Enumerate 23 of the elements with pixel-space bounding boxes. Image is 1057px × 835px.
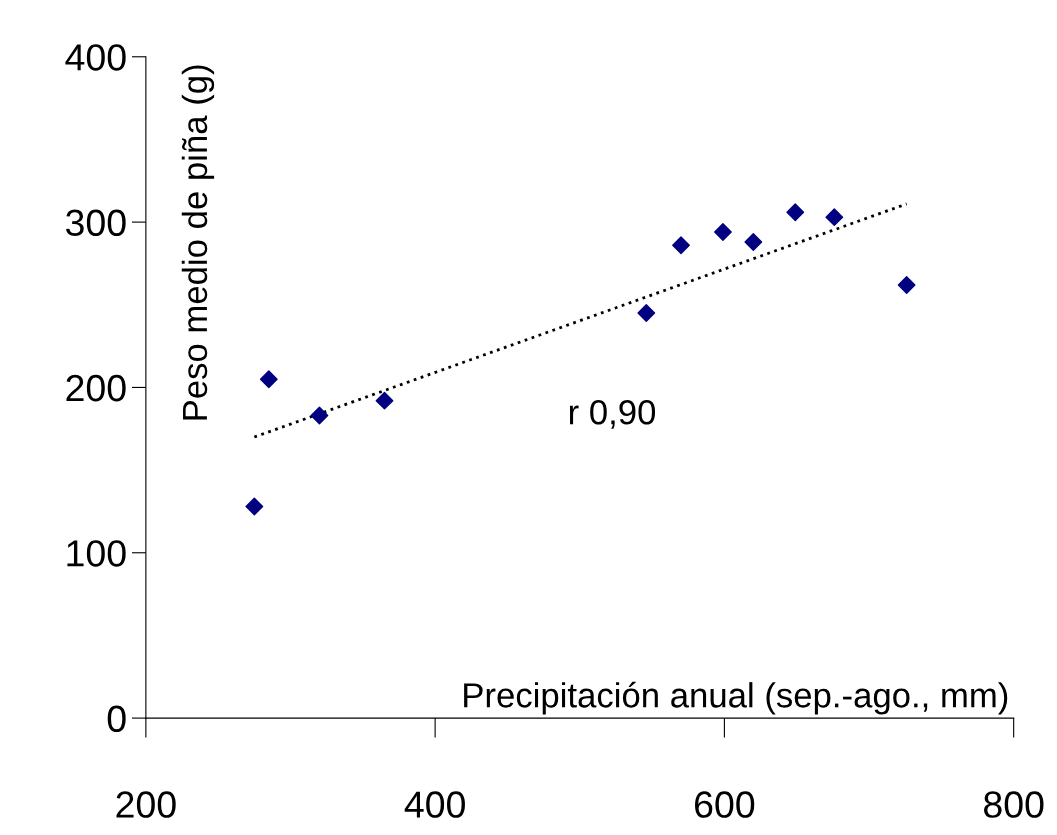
- point: [637, 304, 656, 322]
- x-axis-title: Precipitación anual (sep.-ago., mm): [464, 681, 1008, 715]
- x-tick-label: 600: [695, 791, 755, 818]
- point: [375, 391, 394, 410]
- y-tick-label: 300: [65, 209, 126, 237]
- annotation: r 0,90: [569, 399, 656, 429]
- y-tick-label: 100: [67, 540, 126, 567]
- x-tick-label: 200: [116, 791, 176, 818]
- point: [672, 236, 690, 255]
- y-tick-label: 400: [65, 44, 126, 71]
- x-tick-label: 800: [984, 791, 1044, 818]
- point: [744, 233, 763, 251]
- point: [245, 497, 264, 516]
- y-tick-label: 0: [107, 705, 126, 733]
- point: [310, 406, 329, 425]
- point: [714, 223, 732, 241]
- point: [825, 208, 844, 227]
- y-axis-title: Peso medio de piña (g): [181, 65, 215, 420]
- y-tick-label: 200: [66, 374, 126, 402]
- x-tick-label: 400: [404, 791, 465, 818]
- point: [259, 370, 278, 389]
- point: [786, 203, 805, 222]
- point: [897, 276, 916, 294]
